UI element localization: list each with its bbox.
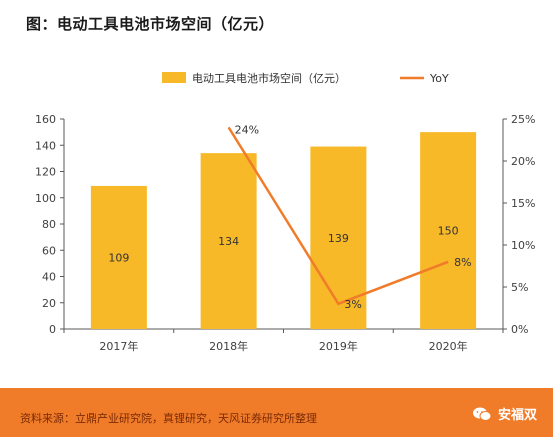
yoy-data-label: 24% [235,123,259,136]
x-tick-label: 2020年 [429,339,468,353]
y-left-tick-label: 0 [49,323,56,336]
y-left-tick-label: 160 [35,113,56,126]
bar [420,132,477,329]
x-tick-label: 2017年 [99,339,138,353]
bar-data-label: 150 [438,225,459,238]
bar [310,146,367,329]
x-tick-label: 2019年 [319,339,358,353]
footer-bar: 资料来源：立鼎产业研究院，真锂研究，天风证券研究所整理 安福双 [0,388,553,437]
legend: 电动工具电池市场空间（亿元） YoY [162,71,449,85]
bar-series [90,132,477,329]
figure-title: 图：电动工具电池市场空间（亿元） [26,15,275,33]
y-left-tick-label: 40 [42,271,56,284]
y-left-tick-label: 80 [42,218,56,231]
y-right-tick-label: 20% [511,155,535,168]
legend-bar-label: 电动工具电池市场空间（亿元） [192,71,346,85]
chart-axes: 0 20 40 60 80 100 120 140 160 0% 5% 10% 15% 20% 25% 201… [35,113,535,353]
y-right-tick-label: 15% [511,197,535,210]
y-right-tick-label: 25% [511,113,535,126]
bar [200,153,257,329]
yoy-data-label: 8% [454,256,471,269]
wechat-icon [472,407,492,421]
yoy-line [227,126,449,306]
legend-bar-swatch [162,72,186,83]
y-right-tick-label: 5% [511,281,528,294]
bar-data-label: 109 [108,251,129,264]
y-left-tick-label: 120 [35,166,56,179]
source-note: 资料来源：立鼎产业研究院，真锂研究，天风证券研究所整理 [20,412,317,425]
bar-data-label: 134 [218,235,239,248]
x-tick-label: 2018年 [209,339,248,353]
y-left-tick-label: 60 [42,244,56,257]
data-labels: 109 134 139 150 24% 3% 8% [108,123,471,310]
brand-name: 安福双 [497,408,537,423]
y-left-tick-label: 20 [42,297,56,310]
y-left-tick-label: 100 [35,192,56,205]
bar-data-label: 139 [328,232,349,245]
bar [90,185,147,329]
y-right-tick-label: 0% [511,323,528,336]
legend-line-label: YoY [429,72,449,85]
chart: 电动工具电池市场空间（亿元） YoY 0204060801001201401600… [35,71,535,353]
yoy-series [227,126,449,306]
yoy-data-label: 3% [344,298,361,311]
y-left-tick-label: 140 [35,139,56,152]
brand: 安福双 [472,404,537,423]
y-right-tick-label: 10% [511,239,535,252]
